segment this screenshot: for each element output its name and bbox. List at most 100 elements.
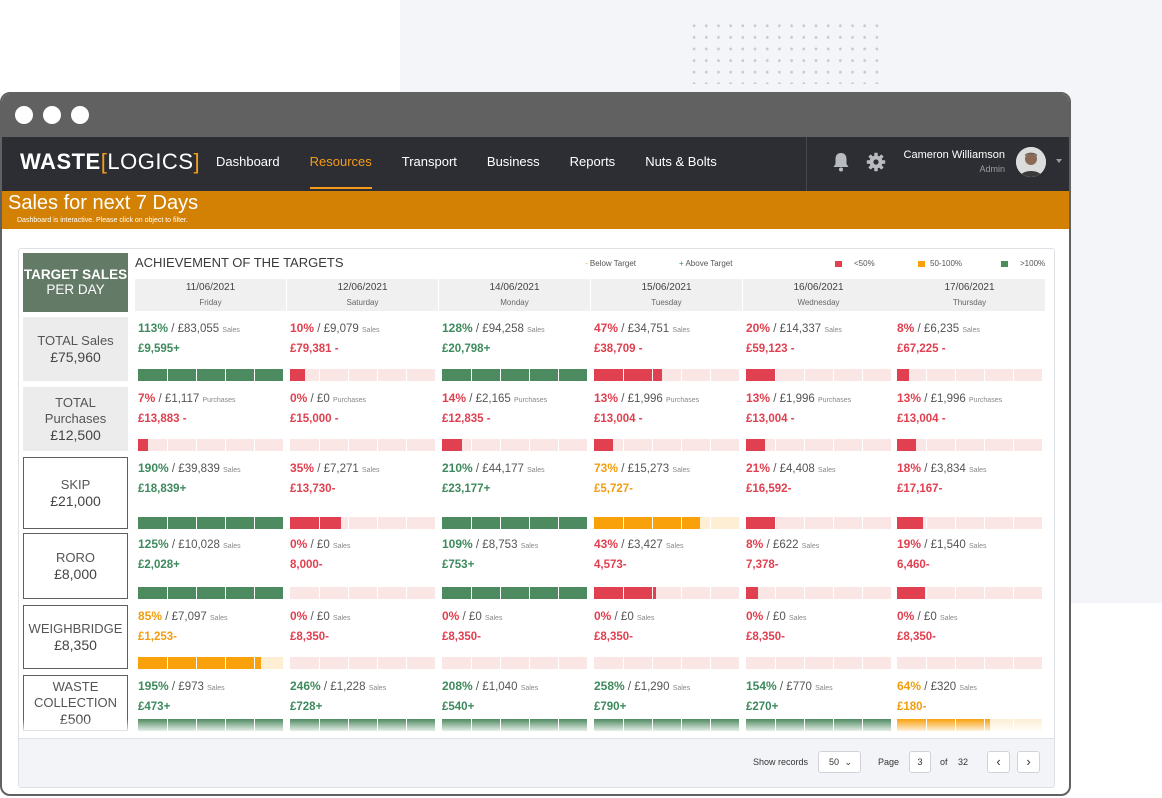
progress-bar[interactable] [138,439,283,451]
progress-bar[interactable] [746,369,891,381]
window-close-dot[interactable] [15,106,33,124]
target-cell[interactable]: 0% / £0 Purchases £15,000 - [290,391,438,451]
progress-bar[interactable] [897,587,1042,599]
progress-bar[interactable] [897,439,1042,451]
target-cell[interactable]: 43% / £3,427 Sales 4,573- [594,537,742,599]
target-cell[interactable]: 18% / £3,834 Sales £17,167- [897,461,1045,529]
row-label[interactable]: RORO £8,000 [23,533,128,599]
progress-bar[interactable] [290,587,435,599]
progress-bar[interactable] [746,657,891,669]
progress-bar[interactable] [290,369,435,381]
target-cell[interactable]: 10% / £9,079 Sales £79,381 - [290,321,438,381]
nav-reports[interactable]: Reports [569,154,616,169]
nav-nuts-and-bolts[interactable]: Nuts & Bolts [645,154,717,169]
progress-bar[interactable] [290,657,435,669]
progress-bar[interactable] [442,657,587,669]
nav-transport[interactable]: Transport [401,154,457,169]
target-cell[interactable]: 73% / £15,273 Sales £5,727- [594,461,742,529]
target-cell[interactable]: 7% / £1,117 Purchases £13,883 - [138,391,286,451]
target-difference: £13,004 - [746,413,795,425]
progress-bar[interactable] [594,369,739,381]
day-header[interactable]: 15/06/2021 Tuesday [591,279,743,311]
progress-bar[interactable] [138,587,283,599]
target-cell[interactable]: 0% / £0 Sales £8,350- [594,609,742,669]
progress-bar[interactable] [442,517,587,529]
progress-bar[interactable] [746,587,891,599]
target-cell[interactable]: 210% / £44,177 Sales £23,177+ [442,461,590,529]
day-header[interactable]: 14/06/2021 Monday [439,279,591,311]
day-header[interactable]: 11/06/2021 Friday [135,279,287,311]
day-header[interactable]: 16/06/2021 Wednesday [743,279,895,311]
day-header[interactable]: 12/06/2021 Saturday [287,279,439,311]
progress-bar[interactable] [138,517,283,529]
records-per-page-select[interactable]: 50 ⌄ [818,751,861,773]
target-cell[interactable]: 64% / £320 Sales £180- [897,679,1045,731]
progress-bar[interactable] [442,369,587,381]
nav-dashboard[interactable]: Dashboard [216,154,280,169]
progress-bar[interactable] [594,439,739,451]
app-logo[interactable]: WASTE[LOGICS] [20,149,201,174]
progress-bar[interactable] [442,439,587,451]
target-cell[interactable]: 14% / £2,165 Purchases £12,835 - [442,391,590,451]
progress-bar[interactable] [138,369,283,381]
day-header[interactable]: 17/06/2021 Thursday [894,279,1046,311]
target-cell[interactable]: 19% / £1,540 Sales 6,460- [897,537,1045,599]
window-maximize-dot[interactable] [71,106,89,124]
row-label[interactable]: WEIGHBRIDGE £8,350 [23,605,128,669]
window-minimize-dot[interactable] [43,106,61,124]
target-cell[interactable]: 21% / £4,408 Sales £16,592- [746,461,894,529]
target-cell[interactable]: 258% / £1,290 Sales £790+ [594,679,742,731]
target-cell[interactable]: 125% / £10,028 Sales £2,028+ [138,537,286,599]
bell-icon[interactable] [832,152,850,172]
chevron-down-icon[interactable] [1056,159,1062,163]
progress-bar[interactable] [442,587,587,599]
next-page-button[interactable]: › [1017,751,1040,773]
target-cell[interactable]: 0% / £0 Sales 8,000- [290,537,438,599]
progress-bar[interactable] [594,657,739,669]
nav-resources[interactable]: Resources [309,137,372,189]
nav-business[interactable]: Business [486,154,540,169]
target-cell[interactable]: 195% / £973 Sales £473+ [138,679,286,731]
day-date: 12/06/2021 [337,282,388,293]
gear-icon[interactable] [866,152,886,172]
progress-bar[interactable] [746,517,891,529]
target-cell[interactable]: 47% / £34,751 Sales £38,709 - [594,321,742,381]
target-cell[interactable]: 208% / £1,040 Sales £540+ [442,679,590,731]
prev-page-button[interactable]: ‹ [987,751,1010,773]
progress-bar[interactable] [594,587,739,599]
target-cell[interactable]: 109% / £8,753 Sales £753+ [442,537,590,599]
progress-bar[interactable] [290,517,435,529]
progress-bar[interactable] [897,657,1042,669]
target-cell[interactable]: 8% / £6,235 Sales £67,225 - [897,321,1045,381]
page-subtitle: Dashboard is interactive. Please click o… [17,217,188,224]
row-label[interactable]: SKIP £21,000 [23,457,128,529]
progress-bar[interactable] [138,657,283,669]
row-label[interactable]: TOTAL Sales £75,960 [23,317,128,381]
target-cell[interactable]: 0% / £0 Sales £8,350- [897,609,1045,669]
user-name[interactable]: Cameron Williamson [903,149,1005,161]
target-cell[interactable]: 13% / £1,996 Purchases £13,004 - [594,391,742,451]
target-cell[interactable]: 35% / £7,271 Sales £13,730- [290,461,438,529]
page-number-input[interactable]: 3 [909,751,931,773]
target-cell[interactable]: 113% / £83,055 Sales £9,595+ [138,321,286,381]
target-cell[interactable]: 0% / £0 Sales £8,350- [290,609,438,669]
progress-bar[interactable] [897,369,1042,381]
target-cell[interactable]: 128% / £94,258 Sales £20,798+ [442,321,590,381]
progress-bar[interactable] [290,439,435,451]
target-cell[interactable]: 20% / £14,337 Sales £59,123 - [746,321,894,381]
target-cell[interactable]: 0% / £0 Sales £8,350- [442,609,590,669]
target-cell[interactable]: 8% / £622 Sales 7,378- [746,537,894,599]
progress-bar[interactable] [746,439,891,451]
row-label[interactable]: TOTAL Purchases £12,500 [23,387,128,451]
target-cell[interactable]: 85% / £7,097 Sales £1,253- [138,609,286,669]
target-cell[interactable]: 154% / £770 Sales £270+ [746,679,894,731]
target-cell[interactable]: 13% / £1,996 Purchases £13,004 - [746,391,894,451]
target-cell[interactable]: 13% / £1,996 Purchases £13,004 - [897,391,1045,451]
progress-bar[interactable] [897,517,1042,529]
progress-bar[interactable] [594,517,739,529]
target-cell[interactable]: 190% / £39,839 Sales £18,839+ [138,461,286,529]
target-cell[interactable]: 0% / £0 Sales £8,350- [746,609,894,669]
user-avatar[interactable] [1016,147,1046,177]
target-cell[interactable]: 246% / £1,228 Sales £728+ [290,679,438,731]
bar-tick [558,517,559,529]
